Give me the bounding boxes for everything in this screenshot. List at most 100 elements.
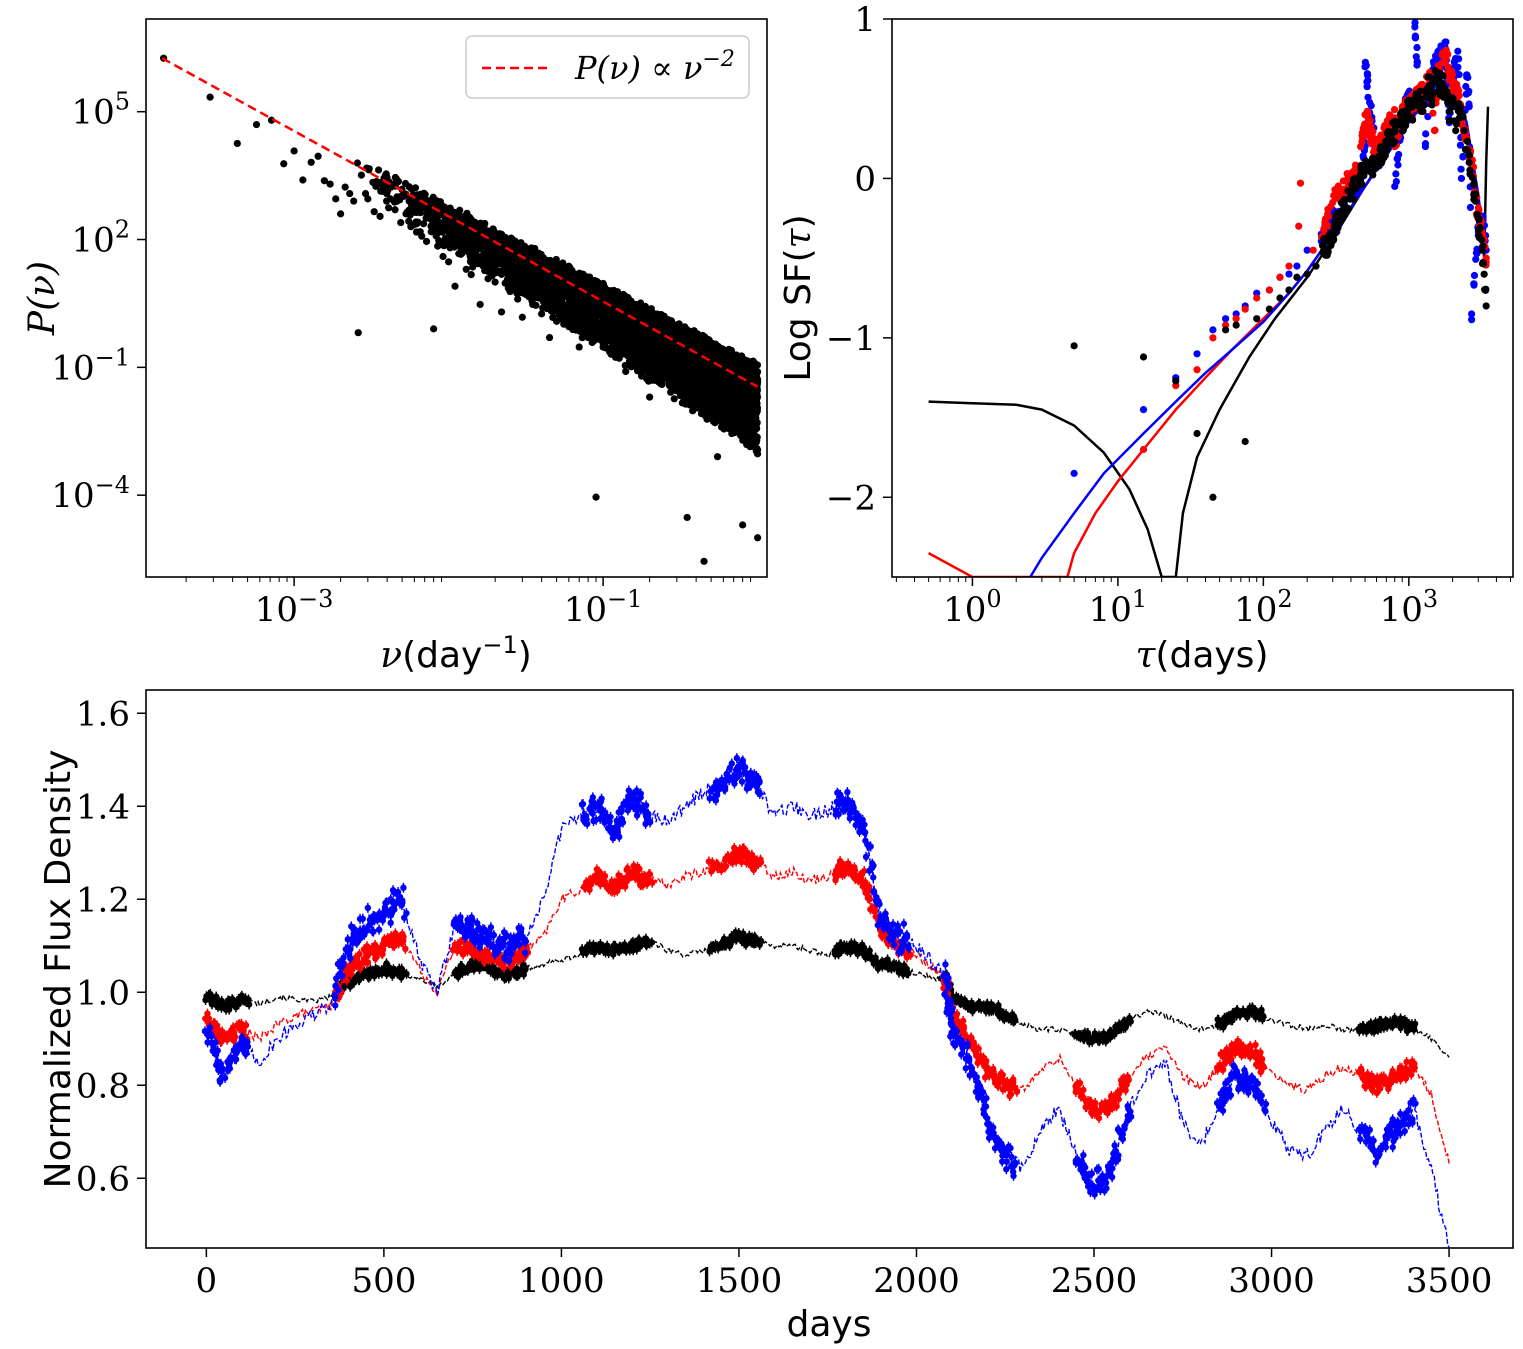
psd-point [514,295,522,303]
psd-point [713,453,722,461]
psd-point [469,242,477,251]
psd-point [337,210,345,218]
psd-point [633,367,642,375]
psd-point [397,218,405,227]
psd-point [441,215,450,224]
psd-point [622,349,630,357]
psd-point [391,206,399,214]
psd-point [554,302,562,310]
psd-point [320,177,328,185]
psd-point [700,557,708,565]
psd-point [690,384,699,392]
psd-point [365,166,373,174]
psd-point [233,139,241,148]
psd-point [532,301,540,309]
psd-point [416,209,424,217]
psd-point [381,171,390,179]
psd-point [405,197,413,205]
psd-point [621,318,630,327]
psd-point [314,152,322,160]
psd-point [693,398,701,406]
psd-point [438,228,447,236]
psd-point [610,340,618,348]
psd-point [206,93,214,101]
psd-point [411,202,419,210]
psd-point [403,208,411,216]
psd-point [448,209,457,218]
psd-point [591,330,599,338]
psd-point [545,333,554,342]
psd-point [464,239,472,247]
psd-point [705,381,713,389]
psd-point [699,331,707,340]
psd-point [592,493,600,501]
psd-point [611,333,619,341]
psd-point [376,212,384,220]
psd-point [743,440,751,449]
psd-point [646,306,655,314]
psd-point [420,220,428,228]
psd-point [527,253,535,261]
psd-point [407,185,415,193]
psd-point [508,263,517,271]
psd-point [493,234,501,243]
psd-point [441,221,450,229]
psd-point [353,159,362,167]
psd-point [431,228,439,236]
psd-point [753,444,761,453]
psd-point [450,233,459,241]
psd-point [706,392,714,400]
psd-point [446,244,454,252]
psd-point [627,329,635,337]
psd-point [700,387,709,396]
psd-point [552,255,560,264]
psd-point [416,228,424,236]
psd-point [704,398,712,406]
psd-point [632,337,640,346]
psd-point [477,237,485,245]
psd-point [641,360,650,368]
psd-point [422,237,431,246]
psd-point [492,266,500,274]
psd-point [370,208,378,216]
psd-point [683,513,691,522]
psd-point [430,325,438,333]
psd-point [490,255,498,263]
psd-point [748,424,756,432]
psd-point [498,267,507,275]
psd-point [491,278,499,286]
psd-point [600,303,608,311]
psd-point [497,308,506,316]
psd-point [600,316,608,324]
psd-point [723,347,731,355]
psd-point [449,225,457,233]
psd-point [504,279,512,287]
psd-point [486,262,495,271]
psd-point [384,187,392,195]
psd-point [685,352,694,361]
psd-point [472,234,480,242]
psd-point [307,158,315,166]
psd-point [462,265,470,273]
psd-point [549,313,557,322]
psd-point [290,147,298,155]
psd-point [670,395,678,403]
psd-point [476,219,485,227]
psd-point [558,315,566,323]
psd-point [341,183,349,191]
psd-point [374,166,383,174]
psd-point [439,252,447,261]
psd-point [624,340,632,349]
psd-point [252,120,261,129]
psd-point [517,243,525,251]
psd-point [538,310,546,318]
psd-point [364,195,372,203]
psd-point [400,192,408,200]
psd-point [739,521,747,529]
psd-point [346,189,354,198]
psd-scatter-points [160,54,762,565]
psd-point [571,305,579,313]
psd-point [655,378,663,386]
psd-point [465,216,473,224]
